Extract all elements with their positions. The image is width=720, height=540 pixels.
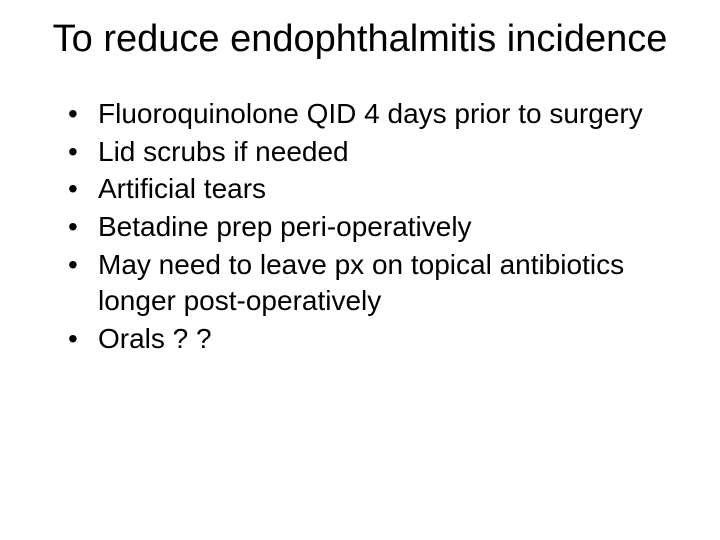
bullet-list: Fluoroquinolone QID 4 days prior to surg… — [40, 96, 680, 357]
list-item: Betadine prep peri-operatively — [68, 209, 680, 245]
list-item: Orals ? ? — [68, 321, 680, 357]
list-item: Lid scrubs if needed — [68, 134, 680, 170]
list-item: Fluoroquinolone QID 4 days prior to surg… — [68, 96, 680, 132]
slide-title: To reduce endophthalmitis incidence — [40, 18, 680, 62]
slide-container: To reduce endophthalmitis incidence Fluo… — [0, 0, 720, 540]
list-item: May need to leave px on topical antibiot… — [68, 247, 680, 319]
list-item: Artificial tears — [68, 171, 680, 207]
